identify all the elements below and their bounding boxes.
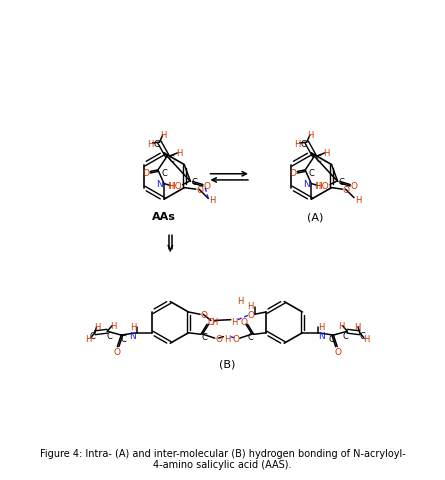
Text: H: H <box>307 131 314 140</box>
Text: C: C <box>359 332 365 341</box>
Text: H: H <box>160 131 166 140</box>
Text: Figure 4: Intra- (A) and inter-molecular (B) hydrogen bonding of N-acryloyl-
4-a: Figure 4: Intra- (A) and inter-molecular… <box>40 448 405 469</box>
Text: (B): (B) <box>219 359 236 369</box>
Text: C: C <box>248 333 254 341</box>
Text: C: C <box>339 178 344 187</box>
Text: HO: HO <box>168 181 182 191</box>
Text: O: O <box>113 347 120 356</box>
Text: H: H <box>94 323 101 331</box>
Text: C: C <box>161 168 167 177</box>
Text: H: H <box>129 323 136 331</box>
Text: C: C <box>342 331 348 340</box>
Text: O: O <box>343 185 350 194</box>
Text: O: O <box>203 181 210 191</box>
Text: N: N <box>318 332 325 341</box>
Text: H: H <box>323 148 329 157</box>
Text: N: N <box>303 180 310 189</box>
Text: C: C <box>308 168 314 177</box>
Text: H: H <box>147 140 154 149</box>
Text: O: O <box>289 168 296 177</box>
Text: AAs: AAs <box>152 212 176 222</box>
Text: H: H <box>354 323 360 331</box>
Text: H: H <box>319 323 325 331</box>
Text: C: C <box>107 331 113 340</box>
Text: H: H <box>363 335 369 344</box>
Text: N: N <box>156 180 163 189</box>
Text: O: O <box>142 168 149 177</box>
Text: H: H <box>176 148 182 157</box>
Text: O: O <box>196 185 203 194</box>
Text: (A): (A) <box>307 212 324 222</box>
Text: C: C <box>121 335 126 344</box>
Text: O: O <box>215 334 222 343</box>
Text: O: O <box>335 347 341 356</box>
Text: O: O <box>200 310 207 319</box>
Text: C: C <box>154 140 159 149</box>
Text: O: O <box>240 317 247 326</box>
Text: H: H <box>314 181 321 191</box>
Text: H: H <box>110 321 117 330</box>
Text: C: C <box>168 155 174 164</box>
Text: H: H <box>294 140 301 149</box>
Text: O: O <box>351 181 357 191</box>
Text: C: C <box>301 140 307 149</box>
Text: C: C <box>316 155 321 164</box>
Text: H: H <box>338 321 344 330</box>
Text: C: C <box>191 178 197 187</box>
Text: H: H <box>355 195 361 204</box>
Text: H: H <box>212 318 218 327</box>
Text: H: H <box>209 196 215 205</box>
Text: O: O <box>247 310 254 319</box>
Text: N: N <box>129 332 136 341</box>
Text: HO: HO <box>316 181 329 191</box>
Text: O: O <box>207 317 214 326</box>
Text: H: H <box>224 334 231 343</box>
Text: C: C <box>89 332 96 341</box>
Text: H: H <box>237 296 244 305</box>
Text: H: H <box>247 301 254 310</box>
Text: H: H <box>85 335 92 344</box>
Text: C: C <box>201 333 207 341</box>
Text: H: H <box>231 317 238 326</box>
Text: H: H <box>167 181 174 191</box>
Text: O: O <box>232 334 239 343</box>
Text: C: C <box>328 335 334 344</box>
